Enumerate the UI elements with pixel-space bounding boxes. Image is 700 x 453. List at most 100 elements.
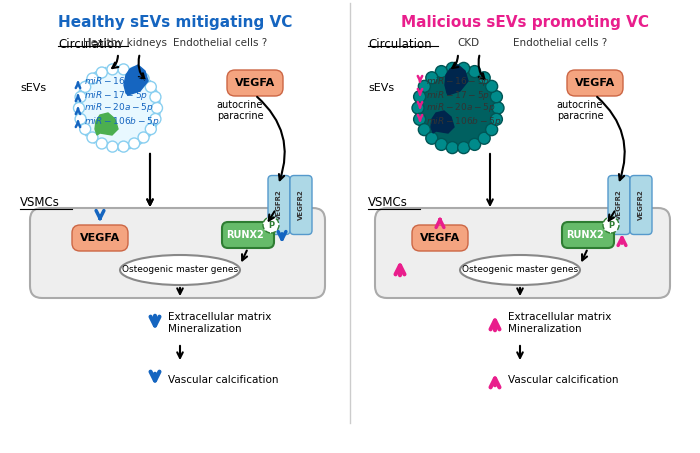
Text: paracrine: paracrine bbox=[556, 111, 603, 121]
Text: $\it{miR-17-5p}$: $\it{miR-17-5p}$ bbox=[84, 88, 148, 101]
Circle shape bbox=[75, 114, 86, 125]
Circle shape bbox=[492, 102, 504, 114]
Circle shape bbox=[491, 113, 503, 125]
Ellipse shape bbox=[460, 255, 580, 285]
Polygon shape bbox=[431, 111, 454, 133]
Circle shape bbox=[138, 73, 149, 84]
Text: $\it{miR-20a-5p}$: $\it{miR-20a-5p}$ bbox=[84, 101, 153, 115]
Circle shape bbox=[435, 138, 447, 150]
Circle shape bbox=[412, 102, 424, 114]
Circle shape bbox=[486, 80, 498, 92]
Text: Malicious sEVs promoting VC: Malicious sEVs promoting VC bbox=[401, 15, 649, 30]
Circle shape bbox=[414, 113, 426, 125]
Text: Vascular calcification: Vascular calcification bbox=[168, 375, 279, 385]
Text: Extracellular matrix
Mineralization: Extracellular matrix Mineralization bbox=[508, 312, 611, 334]
Circle shape bbox=[97, 138, 107, 149]
Text: Extracellular matrix
Mineralization: Extracellular matrix Mineralization bbox=[168, 312, 272, 334]
FancyBboxPatch shape bbox=[30, 208, 325, 298]
Circle shape bbox=[478, 72, 490, 84]
Circle shape bbox=[118, 141, 129, 152]
Text: VEGFA: VEGFA bbox=[80, 233, 120, 243]
Circle shape bbox=[146, 124, 156, 135]
Polygon shape bbox=[124, 65, 148, 95]
Circle shape bbox=[150, 114, 161, 125]
Circle shape bbox=[435, 66, 447, 77]
Circle shape bbox=[129, 138, 140, 149]
Text: P: P bbox=[608, 221, 614, 230]
Text: VEGFA: VEGFA bbox=[235, 78, 275, 88]
Circle shape bbox=[426, 72, 438, 84]
FancyBboxPatch shape bbox=[608, 175, 630, 235]
Text: VEGFR2: VEGFR2 bbox=[638, 190, 644, 220]
Circle shape bbox=[458, 142, 470, 154]
Text: $\it{miR-17-5p}$: $\it{miR-17-5p}$ bbox=[426, 88, 490, 101]
Text: Osteogenic master genes: Osteogenic master genes bbox=[122, 265, 238, 275]
Text: $\it{miR-106b-5p}$: $\it{miR-106b-5p}$ bbox=[84, 115, 160, 127]
Text: P: P bbox=[268, 221, 274, 230]
FancyBboxPatch shape bbox=[222, 222, 274, 248]
Text: VSMCs: VSMCs bbox=[368, 197, 408, 209]
FancyBboxPatch shape bbox=[562, 222, 614, 248]
Text: VEGFA: VEGFA bbox=[420, 233, 460, 243]
Circle shape bbox=[603, 217, 619, 233]
Circle shape bbox=[129, 67, 140, 78]
Text: VEGFR2: VEGFR2 bbox=[616, 190, 622, 220]
Text: Circulation: Circulation bbox=[58, 38, 122, 51]
Text: $\it{miR-16-5p}$: $\it{miR-16-5p}$ bbox=[84, 76, 148, 88]
Circle shape bbox=[468, 66, 481, 77]
Text: autocrine: autocrine bbox=[217, 100, 263, 110]
FancyBboxPatch shape bbox=[227, 70, 283, 96]
Circle shape bbox=[75, 92, 86, 102]
Text: Vascular calcification: Vascular calcification bbox=[508, 375, 619, 385]
Circle shape bbox=[74, 102, 85, 114]
FancyBboxPatch shape bbox=[375, 208, 670, 298]
Ellipse shape bbox=[120, 255, 240, 285]
Text: CKD: CKD bbox=[457, 38, 479, 48]
FancyBboxPatch shape bbox=[567, 70, 623, 96]
Circle shape bbox=[97, 67, 107, 78]
Text: sEVs: sEVs bbox=[368, 83, 394, 93]
Circle shape bbox=[107, 141, 118, 152]
Text: RUNX2: RUNX2 bbox=[566, 230, 604, 240]
Circle shape bbox=[478, 132, 490, 144]
FancyBboxPatch shape bbox=[268, 175, 290, 235]
FancyBboxPatch shape bbox=[290, 175, 312, 235]
Circle shape bbox=[138, 132, 149, 143]
Circle shape bbox=[76, 66, 160, 150]
FancyBboxPatch shape bbox=[412, 225, 468, 251]
Text: VEGFA: VEGFA bbox=[575, 78, 615, 88]
Text: $\it{miR-20a-5p}$: $\it{miR-20a-5p}$ bbox=[426, 101, 496, 115]
Text: VSMCs: VSMCs bbox=[20, 197, 60, 209]
Circle shape bbox=[419, 80, 430, 92]
Text: RUNX2: RUNX2 bbox=[226, 230, 264, 240]
Circle shape bbox=[80, 82, 91, 92]
Circle shape bbox=[263, 217, 279, 233]
FancyBboxPatch shape bbox=[72, 225, 128, 251]
Circle shape bbox=[87, 73, 98, 84]
Circle shape bbox=[468, 138, 481, 150]
Text: Osteogenic master genes: Osteogenic master genes bbox=[462, 265, 578, 275]
Text: $\it{miR-106b-5p}$: $\it{miR-106b-5p}$ bbox=[426, 115, 501, 127]
Circle shape bbox=[151, 102, 162, 114]
Circle shape bbox=[486, 124, 498, 135]
Text: Endothelial cells ?: Endothelial cells ? bbox=[173, 38, 267, 48]
Circle shape bbox=[491, 91, 503, 103]
Circle shape bbox=[414, 91, 426, 103]
Text: Healthy kidneys: Healthy kidneys bbox=[83, 38, 167, 48]
Text: VEGFR2: VEGFR2 bbox=[298, 190, 304, 220]
Circle shape bbox=[107, 64, 118, 75]
Circle shape bbox=[447, 142, 459, 154]
Circle shape bbox=[426, 132, 438, 144]
Text: VEGFR2: VEGFR2 bbox=[276, 190, 282, 220]
Text: autocrine: autocrine bbox=[556, 100, 603, 110]
Circle shape bbox=[416, 66, 500, 150]
Text: paracrine: paracrine bbox=[217, 111, 263, 121]
Circle shape bbox=[419, 124, 430, 135]
Polygon shape bbox=[445, 65, 468, 95]
FancyBboxPatch shape bbox=[630, 175, 652, 235]
Text: Circulation: Circulation bbox=[368, 38, 432, 51]
Circle shape bbox=[80, 124, 91, 135]
Text: Healthy sEVs mitigating VC: Healthy sEVs mitigating VC bbox=[58, 15, 292, 30]
Polygon shape bbox=[95, 113, 118, 135]
Text: Endothelial cells ?: Endothelial cells ? bbox=[513, 38, 607, 48]
